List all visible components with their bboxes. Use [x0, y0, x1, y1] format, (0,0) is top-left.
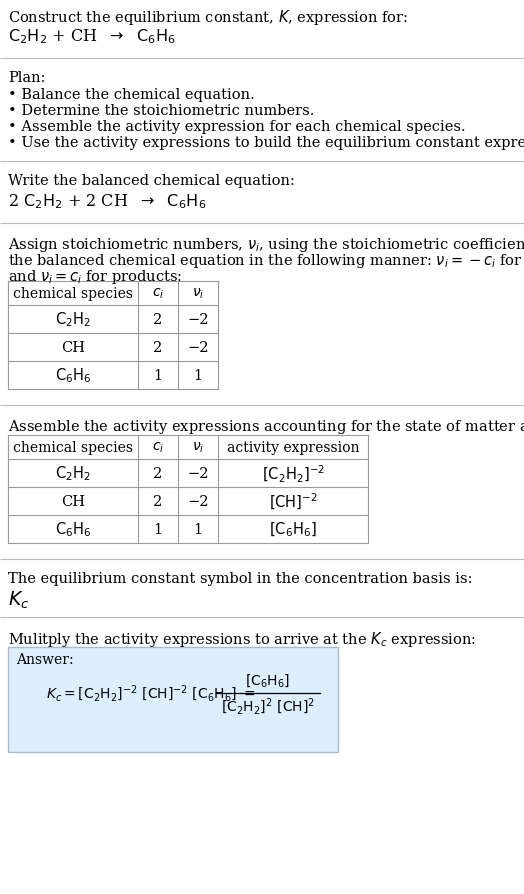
Text: −2: −2 — [187, 341, 209, 355]
Text: $\mathrm{C_6H_6}$: $\mathrm{C_6H_6}$ — [55, 520, 91, 539]
Text: 1: 1 — [154, 522, 162, 536]
Text: CH: CH — [61, 494, 85, 509]
Text: 2: 2 — [154, 341, 162, 355]
Text: $\mathrm{C_2H_2}$: $\mathrm{C_2H_2}$ — [55, 310, 91, 329]
Text: 1: 1 — [193, 522, 203, 536]
Text: 2: 2 — [154, 467, 162, 480]
FancyBboxPatch shape — [8, 647, 338, 752]
Text: Write the balanced chemical equation:: Write the balanced chemical equation: — [8, 173, 295, 188]
Text: • Assemble the activity expression for each chemical species.: • Assemble the activity expression for e… — [8, 120, 466, 134]
Text: Mulitply the activity expressions to arrive at the $K_c$ expression:: Mulitply the activity expressions to arr… — [8, 629, 476, 648]
Text: $\nu_i$: $\nu_i$ — [192, 441, 204, 455]
Text: 1: 1 — [154, 368, 162, 383]
Text: $K_c = [\mathrm{C_2H_2}]^{-2}\ [\mathrm{CH}]^{-2}\ [\mathrm{C_6H_6}]\ =$: $K_c = [\mathrm{C_2H_2}]^{-2}\ [\mathrm{… — [46, 683, 256, 704]
Text: CH: CH — [61, 341, 85, 355]
Text: −2: −2 — [187, 467, 209, 480]
Text: 1: 1 — [193, 368, 203, 383]
Text: activity expression: activity expression — [227, 441, 359, 454]
Text: $c_i$: $c_i$ — [152, 441, 164, 455]
Text: $\mathrm{C_6H_6}$: $\mathrm{C_6H_6}$ — [55, 367, 91, 385]
Text: 2: 2 — [154, 313, 162, 326]
Text: $[\mathrm{C_2H_2}]^{-2}$: $[\mathrm{C_2H_2}]^{-2}$ — [261, 463, 324, 484]
Text: • Determine the stoichiometric numbers.: • Determine the stoichiometric numbers. — [8, 104, 314, 118]
Text: −2: −2 — [187, 313, 209, 326]
Text: $\nu_i$: $\nu_i$ — [192, 286, 204, 301]
Text: • Balance the chemical equation.: • Balance the chemical equation. — [8, 88, 255, 102]
Text: Assign stoichiometric numbers, $\nu_i$, using the stoichiometric coefficients, $: Assign stoichiometric numbers, $\nu_i$, … — [8, 236, 524, 254]
Text: and $\nu_i = c_i$ for products:: and $\nu_i = c_i$ for products: — [8, 267, 182, 286]
Text: 2: 2 — [154, 494, 162, 509]
Text: The equilibrium constant symbol in the concentration basis is:: The equilibrium constant symbol in the c… — [8, 571, 473, 586]
Text: chemical species: chemical species — [13, 287, 133, 300]
Text: • Use the activity expressions to build the equilibrium constant expression.: • Use the activity expressions to build … — [8, 136, 524, 150]
Text: Assemble the activity expressions accounting for the state of matter and $\nu_i$: Assemble the activity expressions accoun… — [8, 417, 524, 435]
Text: Answer:: Answer: — [16, 653, 74, 666]
Text: $\mathrm{C_2H_2}$ + CH  $\rightarrow$  $\mathrm{C_6H_6}$: $\mathrm{C_2H_2}$ + CH $\rightarrow$ $\m… — [8, 27, 176, 46]
Text: Construct the equilibrium constant, $K$, expression for:: Construct the equilibrium constant, $K$,… — [8, 8, 408, 27]
Text: chemical species: chemical species — [13, 441, 133, 454]
Text: $[\mathrm{CH}]^{-2}$: $[\mathrm{CH}]^{-2}$ — [269, 492, 318, 511]
Text: −2: −2 — [187, 494, 209, 509]
Text: 2 $\mathrm{C_2H_2}$ + 2 CH  $\rightarrow$  $\mathrm{C_6H_6}$: 2 $\mathrm{C_2H_2}$ + 2 CH $\rightarrow$… — [8, 192, 206, 210]
Text: $[\mathrm{C_2H_2}]^2\ [\mathrm{CH}]^2$: $[\mathrm{C_2H_2}]^2\ [\mathrm{CH}]^2$ — [221, 696, 315, 716]
Text: $[\mathrm{C_6H_6}]$: $[\mathrm{C_6H_6}]$ — [269, 520, 317, 538]
Text: Plan:: Plan: — [8, 71, 46, 85]
Text: $\mathrm{C_2H_2}$: $\mathrm{C_2H_2}$ — [55, 464, 91, 483]
Text: the balanced chemical equation in the following manner: $\nu_i = -c_i$ for react: the balanced chemical equation in the fo… — [8, 252, 524, 270]
Text: $c_i$: $c_i$ — [152, 286, 164, 301]
Text: $[\mathrm{C_6H_6}]$: $[\mathrm{C_6H_6}]$ — [245, 672, 291, 688]
Text: $K_c$: $K_c$ — [8, 589, 29, 611]
